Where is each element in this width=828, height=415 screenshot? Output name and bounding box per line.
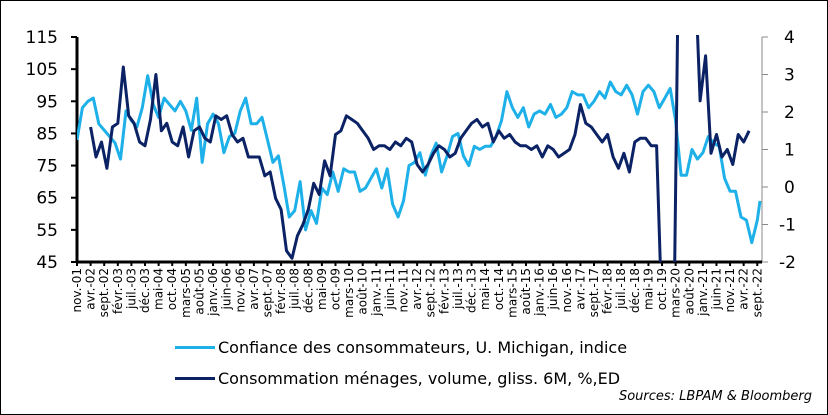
x-tick-label: févr.-08 [274,268,288,314]
x-tick-label: juil.-13 [451,268,465,310]
right-tick-label: 1 [784,141,795,161]
x-tick-label: févr.-18 [601,268,615,314]
left-tick-label: 115 [26,28,58,48]
x-tick-label: juin-16 [546,268,560,310]
series-line-michigan [77,74,762,245]
legend-item-michigan: Confiance des consommateurs, U. Michigan… [175,338,627,357]
x-tick-label: sept.-17 [587,268,601,317]
x-tick-label: févr.-13 [437,268,451,314]
x-tick-label: oct.-14 [492,268,506,310]
x-tick-label: mai-04 [152,268,166,310]
x-tick-label: nov.-21 [723,268,737,313]
x-tick-label: nov.-16 [560,268,574,313]
x-tick-label: mai-09 [315,268,329,310]
x-tick-label: avr.-17 [573,268,587,310]
left-tick-label: 55 [36,221,58,241]
x-tick-label: août-05 [192,268,206,315]
legend-item-consumption: Consommation ménages, volume, gliss. 6M,… [175,369,620,388]
x-tick-label: sept.-12 [424,268,438,317]
x-tick-label: nov.-06 [233,268,247,313]
x-tick-label: avr.-07 [247,268,261,310]
right-tick-label: 2 [784,103,795,123]
x-tick-label: juin-11 [383,268,397,310]
x-tick-label: mai-19 [641,268,655,310]
x-tick-label: juil.-18 [614,268,628,310]
x-tick-label: nov.-11 [397,268,411,313]
x-tick-label: avr.-12 [410,268,424,310]
left-tick-label: 65 [36,189,58,209]
x-tick-label: janv.-11 [369,268,383,317]
x-tick-label: avr.-02 [84,268,98,310]
x-tick-label: janv.-21 [696,268,710,317]
legend-label-consumption: Consommation ménages, volume, gliss. 6M,… [218,369,621,388]
x-tick-label: juil.-03 [124,268,138,310]
right-y-axis: -2 -1 0 1 2 3 4 [761,28,796,273]
right-tick-label: -1 [779,216,796,236]
x-tick-label: sept.-07 [260,268,274,317]
x-tick-label: mars-20 [669,268,683,318]
x-tick-label: janv.-16 [533,268,547,317]
x-tick-label: janv.-06 [206,268,220,317]
x-tick-label: oct.-04 [165,268,179,310]
x-tick-label: avr.-22 [737,268,751,310]
x-tick-label: déc.-03 [138,268,152,313]
x-tick-label: août-15 [519,268,533,315]
left-tick-label: 85 [36,124,58,144]
legend-label-michigan: Confiance des consommateurs, U. Michigan… [218,338,628,357]
left-tick-label: 105 [26,60,58,80]
x-tick-label: mai-14 [478,268,492,310]
x-tick-label: nov.-01 [70,268,84,313]
x-tick-label: août-20 [682,268,696,315]
x-tick-label: oct.-19 [655,268,669,310]
right-tick-label: 4 [784,28,795,48]
left-tick-label: 95 [36,92,58,112]
right-tick-label: 0 [784,178,795,198]
series-line-consumption [89,35,751,262]
x-tick-label: déc.-08 [301,268,315,313]
right-tick-label: 3 [784,66,795,86]
x-tick-label: févr.-03 [111,268,125,314]
left-tick-label: 75 [36,157,58,177]
x-tick-label: juin-06 [220,268,234,310]
x-tick-label: juil.-08 [288,268,302,310]
legend-swatch-consumption [175,377,215,380]
series-group [77,35,762,262]
left-y-axis: 45 55 65 75 85 95 105 115 [26,28,79,273]
x-axis: nov.-01 avr.-02 sept.-02 févr.-03 juil.-03 dé… [70,260,764,318]
x-tick-label: déc.-18 [628,268,642,313]
x-tick-label: mars-15 [505,268,519,318]
legend-swatch-michigan [175,346,215,349]
right-tick-label: -2 [779,253,796,273]
left-tick-label: 45 [36,253,58,273]
x-tick-label: sept.-02 [97,268,111,317]
x-tick-label: mars-05 [179,268,193,318]
x-tick-label: déc.-13 [465,268,479,313]
x-tick-label: août-10 [356,268,370,315]
x-tick-label: oct.-09 [329,268,343,310]
x-tick-label: sept.-22 [750,268,764,317]
x-tick-label: juin-21 [709,268,723,310]
x-tick-label: mars-10 [342,268,356,318]
source-note: Sources: LBPAM & Bloomberg [618,389,812,404]
